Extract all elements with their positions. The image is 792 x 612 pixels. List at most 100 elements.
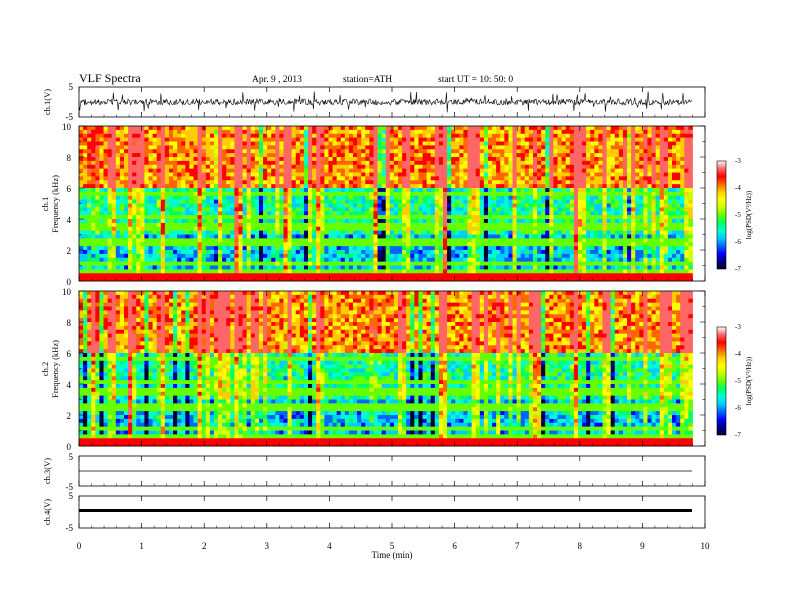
spectrogram-cell bbox=[328, 133, 333, 139]
spectrogram-cell bbox=[213, 211, 219, 216]
spectrogram-cell bbox=[283, 207, 288, 212]
spectrogram-cell bbox=[332, 234, 338, 239]
spectrogram-cell bbox=[218, 250, 223, 255]
spectrogram-cell bbox=[385, 195, 391, 201]
spectrogram-cell bbox=[434, 188, 440, 193]
spectrogram-cell bbox=[148, 230, 154, 235]
spectrogram-cell bbox=[275, 172, 280, 177]
spectrogram-cell bbox=[537, 253, 542, 259]
spectrogram-cell bbox=[258, 188, 264, 193]
spectrogram-cell bbox=[91, 176, 96, 181]
spectrogram-cell bbox=[471, 157, 477, 162]
spectrogram-cell bbox=[369, 195, 374, 201]
spectrogram-cell bbox=[455, 277, 460, 282]
spectrogram-cell bbox=[275, 168, 280, 173]
spectrogram-cell bbox=[316, 253, 321, 259]
spectrogram-cell bbox=[148, 129, 154, 135]
spectrogram-cell bbox=[398, 133, 403, 139]
spectrogram-cell bbox=[443, 180, 448, 185]
spectrogram-cell bbox=[136, 222, 141, 228]
spectrogram-cell bbox=[577, 234, 583, 239]
spectrogram-cell bbox=[103, 253, 109, 259]
spectrogram-cell bbox=[561, 230, 567, 235]
spectrogram-cell bbox=[528, 157, 534, 162]
spectrogram-cell bbox=[156, 253, 162, 259]
spectrogram-cell bbox=[308, 238, 313, 243]
spectrogram-cell bbox=[295, 176, 301, 181]
spectrogram-cell bbox=[312, 261, 317, 266]
spectrogram-cell bbox=[230, 207, 235, 212]
spectrogram-cell bbox=[287, 234, 293, 239]
spectrogram-cell bbox=[496, 246, 501, 251]
spectrogram-cell bbox=[500, 145, 505, 150]
spectrogram-cell bbox=[87, 277, 92, 282]
spectrogram-cell bbox=[508, 145, 513, 150]
spectrogram-cell bbox=[140, 269, 145, 274]
spectrogram-cell bbox=[177, 242, 182, 247]
spectrogram-cell bbox=[136, 172, 141, 177]
spectrogram-cell bbox=[254, 153, 260, 158]
spectrogram-cell bbox=[483, 141, 489, 146]
spectrogram-cell bbox=[373, 234, 378, 239]
spectrogram-cell bbox=[537, 195, 542, 201]
spectrogram-cell bbox=[410, 129, 415, 135]
spectrogram-cell bbox=[418, 149, 423, 154]
spectrogram-cell bbox=[254, 141, 260, 146]
spectrogram-cell bbox=[132, 265, 137, 270]
spectrogram-cell bbox=[406, 180, 411, 185]
spectrogram-cell bbox=[160, 126, 166, 131]
spectrogram-cell bbox=[287, 141, 293, 146]
spectrogram-cell bbox=[586, 133, 591, 139]
spectrogram-cell bbox=[410, 137, 415, 142]
spectrogram-cell bbox=[303, 215, 309, 220]
spectrogram-cell bbox=[87, 234, 92, 239]
spectrogram-cell bbox=[553, 269, 558, 274]
spectrogram-cell bbox=[107, 211, 113, 216]
spectrogram-cell bbox=[381, 257, 387, 263]
spectrogram-cell bbox=[385, 180, 391, 185]
spectrogram-cell bbox=[500, 222, 505, 228]
spectrogram-cell bbox=[291, 238, 297, 243]
spectrogram-cell bbox=[353, 188, 358, 193]
spectrogram-cell bbox=[283, 246, 288, 251]
spectrogram-cell bbox=[426, 164, 432, 170]
spectrogram-cell bbox=[168, 253, 174, 259]
spectrogram-cell bbox=[353, 145, 358, 150]
spectrogram-cell bbox=[275, 191, 280, 197]
spectrogram-cell bbox=[160, 246, 166, 251]
spectrogram-cell bbox=[426, 176, 432, 181]
spectrogram-cell bbox=[561, 149, 567, 154]
spectrogram-cell bbox=[541, 250, 546, 255]
spectrogram-cell bbox=[557, 269, 562, 274]
spectrogram-cell bbox=[430, 253, 436, 259]
spectrogram-cell bbox=[226, 157, 231, 162]
spectrogram-cell bbox=[577, 153, 583, 158]
spectrogram-cell bbox=[271, 238, 276, 243]
spectrogram-cell bbox=[520, 149, 526, 154]
spectrogram-cell bbox=[455, 180, 460, 185]
spectrogram-cell bbox=[500, 149, 505, 154]
spectrogram-cell bbox=[422, 176, 428, 181]
spectrogram-cell bbox=[467, 246, 473, 251]
spectrogram-cell bbox=[471, 207, 477, 212]
spectrogram-cell bbox=[91, 141, 96, 146]
spectrogram-cell bbox=[291, 215, 297, 220]
spectrogram-cell bbox=[111, 168, 117, 173]
spectrogram-cell bbox=[250, 191, 256, 197]
spectrogram-cell bbox=[320, 203, 325, 208]
spectrogram-cell bbox=[500, 211, 505, 216]
spectrogram-cell bbox=[115, 137, 121, 142]
spectrogram-cell bbox=[557, 246, 562, 251]
spectrogram-cell bbox=[496, 133, 501, 139]
spectrogram-cell bbox=[136, 195, 141, 201]
spectrogram-cell bbox=[250, 246, 256, 251]
spectrogram-cell bbox=[136, 141, 141, 146]
spectrogram-cell bbox=[87, 199, 92, 204]
spectrogram-cell bbox=[218, 265, 223, 270]
spectrogram-cell bbox=[316, 160, 321, 166]
spectrogram-cell bbox=[136, 129, 141, 135]
spectrogram-cell bbox=[193, 257, 199, 263]
spectrogram-cell bbox=[79, 157, 84, 162]
spectrogram-cell bbox=[230, 149, 235, 154]
spectrogram-cell bbox=[226, 199, 231, 204]
